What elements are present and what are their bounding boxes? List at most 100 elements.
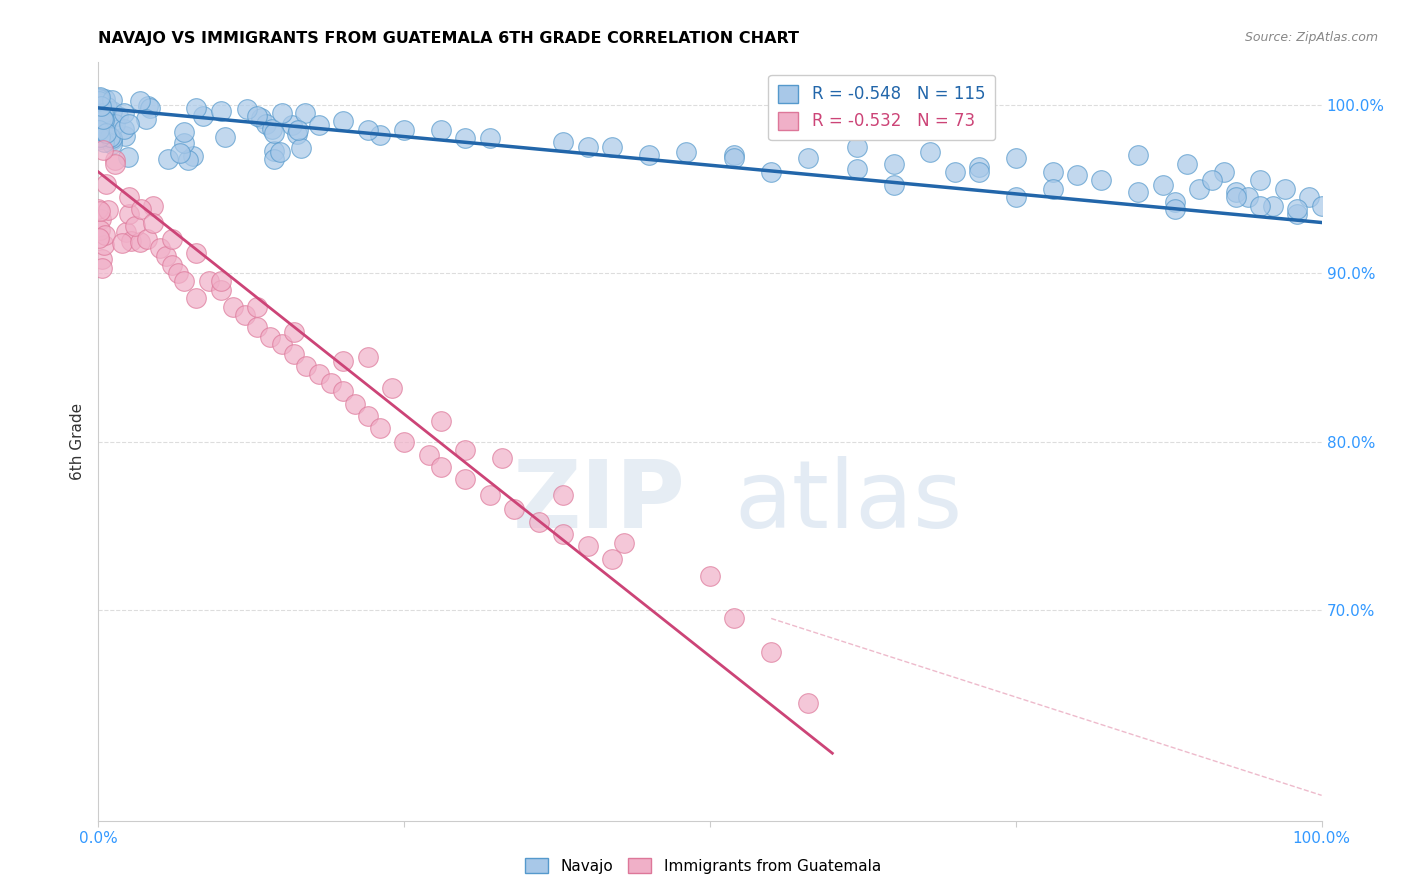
Point xyxy=(89,92,111,106)
Point xyxy=(553,135,575,149)
Point xyxy=(89,223,111,237)
Point xyxy=(1286,207,1309,221)
Point xyxy=(1225,185,1247,199)
Point xyxy=(94,92,117,106)
Point xyxy=(90,113,112,128)
Point xyxy=(87,94,110,108)
Point xyxy=(454,131,477,145)
Point xyxy=(236,102,259,116)
Point xyxy=(283,325,305,339)
Point xyxy=(356,351,378,365)
Point xyxy=(967,165,990,179)
Text: atlas: atlas xyxy=(734,456,963,549)
Point xyxy=(1310,199,1333,213)
Point xyxy=(101,133,124,147)
Text: NAVAJO VS IMMIGRANTS FROM GUATEMALA 6TH GRADE CORRELATION CHART: NAVAJO VS IMMIGRANTS FROM GUATEMALA 6TH … xyxy=(98,31,800,46)
Point xyxy=(553,527,575,541)
Point xyxy=(478,131,501,145)
Point xyxy=(93,135,115,149)
Point xyxy=(93,113,115,128)
Point xyxy=(156,152,179,166)
Point xyxy=(91,143,114,157)
Point xyxy=(118,207,141,221)
Point xyxy=(96,125,118,139)
Point xyxy=(250,111,273,125)
Point xyxy=(308,367,330,381)
Point xyxy=(124,219,146,233)
Point xyxy=(1152,178,1174,193)
Point xyxy=(332,114,354,128)
Point xyxy=(491,451,513,466)
Point xyxy=(368,421,391,435)
Point xyxy=(98,130,121,145)
Point xyxy=(344,397,367,411)
Point xyxy=(93,113,115,128)
Point xyxy=(186,291,208,305)
Point xyxy=(576,539,599,553)
Point xyxy=(160,258,183,272)
Point xyxy=(270,106,294,120)
Point xyxy=(845,161,868,176)
Point xyxy=(285,127,308,141)
Point xyxy=(430,414,453,428)
Point xyxy=(332,353,354,368)
Point xyxy=(797,696,820,710)
Point xyxy=(920,145,942,159)
Point xyxy=(1201,173,1223,187)
Point xyxy=(430,123,453,137)
Point xyxy=(101,103,124,118)
Point xyxy=(214,129,236,144)
Point xyxy=(91,112,114,127)
Point xyxy=(173,275,195,289)
Point xyxy=(89,90,111,104)
Point xyxy=(233,308,256,322)
Point xyxy=(118,117,141,131)
Point xyxy=(142,215,165,229)
Point xyxy=(319,376,342,390)
Point xyxy=(1286,202,1309,216)
Point xyxy=(89,204,111,219)
Y-axis label: 6th Grade: 6th Grade xyxy=(70,403,86,480)
Text: Source: ZipAtlas.com: Source: ZipAtlas.com xyxy=(1244,31,1378,45)
Point xyxy=(883,156,905,170)
Point xyxy=(263,126,285,140)
Point xyxy=(675,145,697,159)
Point xyxy=(87,90,110,104)
Point xyxy=(117,150,139,164)
Point xyxy=(699,569,721,583)
Point xyxy=(1175,156,1198,170)
Point xyxy=(1274,182,1296,196)
Point xyxy=(1042,165,1064,179)
Point xyxy=(283,347,305,361)
Point xyxy=(169,146,191,161)
Point xyxy=(90,261,112,276)
Point xyxy=(281,118,304,132)
Point xyxy=(89,114,111,128)
Point xyxy=(246,320,269,334)
Point xyxy=(94,126,117,140)
Point xyxy=(94,227,117,242)
Point xyxy=(943,165,966,179)
Point xyxy=(209,283,232,297)
Point xyxy=(723,152,745,166)
Point xyxy=(845,139,868,153)
Point xyxy=(90,99,112,113)
Point xyxy=(114,128,136,143)
Point xyxy=(107,110,129,124)
Point xyxy=(186,245,208,260)
Point xyxy=(101,93,124,107)
Point xyxy=(332,384,354,398)
Point xyxy=(129,202,152,216)
Point xyxy=(89,95,111,110)
Text: ZIP: ZIP xyxy=(513,456,686,549)
Point xyxy=(167,266,190,280)
Point xyxy=(135,112,157,126)
Point xyxy=(129,235,152,250)
Point xyxy=(418,448,440,462)
Point xyxy=(1249,199,1271,213)
Point xyxy=(503,502,526,516)
Point xyxy=(155,249,177,263)
Point xyxy=(295,359,318,373)
Point xyxy=(600,552,623,566)
Point xyxy=(176,153,198,167)
